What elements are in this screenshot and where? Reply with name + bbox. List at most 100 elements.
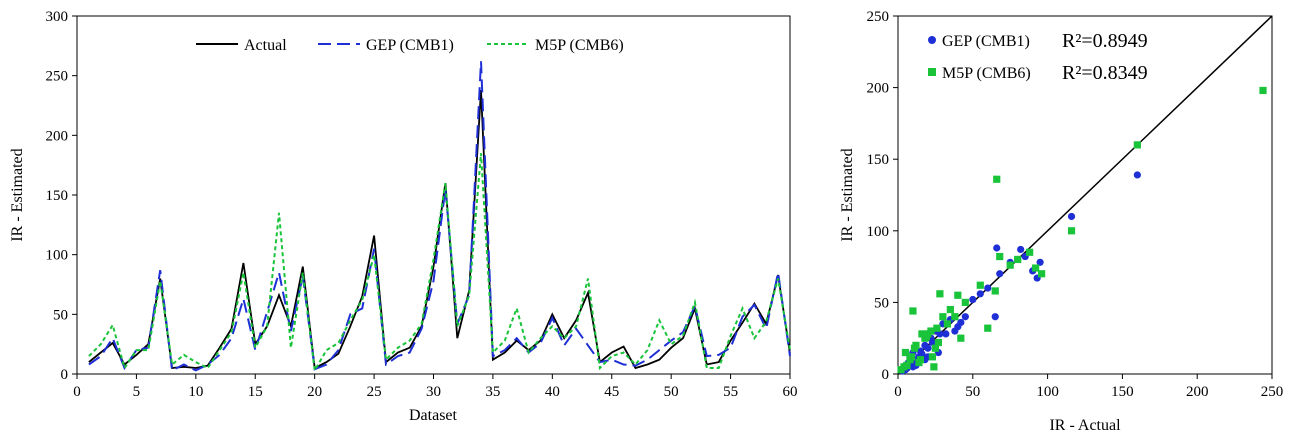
scatter-point-m5p bbox=[909, 307, 917, 315]
scatter-point-gep bbox=[993, 244, 1001, 252]
line-chart-y-tick-label: 300 bbox=[46, 9, 69, 25]
scatter-x-ticks: 0 50 100 150 200 250 bbox=[894, 374, 1283, 400]
scatter-x-tick-label: 200 bbox=[1186, 384, 1209, 400]
scatter-y-tick-label: 200 bbox=[867, 81, 890, 97]
legend-label: GEP (CMB1) bbox=[942, 33, 1030, 50]
line-series-m5p-cmb6 bbox=[88, 153, 791, 374]
legend-label: M5P (CMB6) bbox=[942, 65, 1031, 82]
scatter-point-m5p bbox=[1038, 270, 1046, 278]
scatter-x-tick-label: 250 bbox=[1261, 384, 1284, 400]
scatter-point-m5p bbox=[1006, 261, 1014, 269]
legend-swatch bbox=[928, 68, 936, 76]
scatter-point-m5p bbox=[910, 344, 919, 352]
line-chart-x-tick-label: 15 bbox=[248, 384, 263, 400]
scatter-x-tick-label: 0 bbox=[894, 384, 902, 400]
line-chart-x-tick-label: 0 bbox=[73, 384, 81, 400]
scatter-point-m5p bbox=[984, 324, 992, 332]
scatter-y-tick-label: 100 bbox=[867, 224, 890, 240]
scatter-point-gep bbox=[936, 330, 944, 338]
scatter-x-tick-label: 150 bbox=[1111, 384, 1134, 400]
scatter-reference-line bbox=[897, 15, 1273, 375]
scatter-point-m5p bbox=[1032, 264, 1040, 272]
scatter-point-m5p bbox=[918, 330, 926, 338]
line-chart-x-tick-label: 10 bbox=[188, 384, 203, 400]
line-chart-x-tick-label: 30 bbox=[426, 384, 441, 400]
line-chart-y-tick-label: 250 bbox=[46, 69, 69, 85]
scatter-point-m5p bbox=[957, 334, 965, 342]
line-chart-x-tick-label: 35 bbox=[485, 384, 500, 400]
line-chart-y-tick-label: 50 bbox=[53, 307, 68, 323]
scatter-point-gep bbox=[1133, 171, 1141, 179]
line-chart-x-tick-label: 45 bbox=[604, 384, 619, 400]
scatter-chart-frame bbox=[897, 15, 1273, 375]
scatter-chart: 0 50 100 150 200 250 0 50 100 150 200 250 IR - Act… bbox=[839, 9, 1283, 434]
scatter-point-m5p bbox=[991, 287, 999, 295]
scatter-point-m5p bbox=[993, 175, 1001, 183]
scatter-point-m5p bbox=[922, 333, 931, 341]
legend-label: M5P (CMB6) bbox=[535, 37, 624, 54]
line-chart-x-tick-label: 60 bbox=[783, 384, 798, 400]
scatter-point-gep bbox=[984, 284, 992, 292]
scatter-point-m5p bbox=[930, 363, 938, 371]
scatter-point-m5p bbox=[976, 281, 984, 289]
legend-label: Actual bbox=[244, 37, 287, 54]
line-chart-x-tick-label: 55 bbox=[723, 384, 738, 400]
scatter-point-m5p bbox=[933, 324, 941, 332]
scatter-point-m5p bbox=[939, 313, 947, 321]
scatter-point-gep bbox=[991, 313, 999, 321]
legend-label: GEP (CMB1) bbox=[366, 37, 454, 54]
scatter-point-m5p bbox=[934, 338, 942, 347]
scatter-point-gep bbox=[942, 330, 950, 338]
scatter-y-tick-label: 0 bbox=[882, 367, 890, 383]
scatter-point-m5p bbox=[916, 356, 925, 364]
scatter-point-gep bbox=[918, 350, 926, 358]
scatter-point-gep bbox=[996, 270, 1004, 278]
line-chart-x-tick-label: 40 bbox=[545, 384, 560, 400]
scatter-y-axis-label: IR - Estimated bbox=[839, 148, 856, 241]
line-chart-frame bbox=[76, 15, 791, 375]
line-chart-series bbox=[88, 61, 791, 374]
line-chart-y-tick-label: 150 bbox=[46, 188, 69, 204]
scatter-y-tick-label: 50 bbox=[874, 295, 889, 311]
scatter-points bbox=[897, 86, 1267, 375]
scatter-point-gep bbox=[1017, 245, 1025, 254]
scatter-point-m5p bbox=[961, 298, 969, 306]
scatter-point-gep bbox=[1036, 258, 1044, 266]
scatter-point-m5p bbox=[1259, 86, 1267, 95]
line-chart-y-tick-label: 100 bbox=[46, 248, 69, 264]
line-chart-x-tick-label: 20 bbox=[307, 384, 322, 400]
scatter-point-m5p bbox=[1067, 227, 1076, 235]
line-chart-x-tick-label: 25 bbox=[367, 384, 382, 400]
line-chart-y-tick-label: 0 bbox=[61, 367, 69, 383]
line-series-gep-cmb1 bbox=[88, 61, 791, 372]
scatter-point-m5p bbox=[1133, 141, 1141, 149]
scatter-point-m5p bbox=[1026, 248, 1034, 256]
scatter-point-m5p bbox=[897, 366, 905, 374]
line-chart-x-tick-label: 5 bbox=[133, 384, 141, 400]
scatter-point-m5p bbox=[928, 353, 937, 361]
scatter-point-gep bbox=[976, 290, 984, 298]
line-chart-x-ticks: 0 5 10 15 20 25 30 35 40 45 50 55 60 bbox=[73, 374, 798, 400]
scatter-y-tick-label: 250 bbox=[867, 9, 890, 25]
line-chart-legend: Actual GEP (CMB1) M5P (CMB6) bbox=[196, 37, 624, 54]
line-chart-y-axis-label: IR - Estimated bbox=[9, 148, 26, 241]
legend-r2-label: R²=0.8949 bbox=[1062, 30, 1148, 52]
scatter-point-gep bbox=[951, 327, 959, 335]
scatter-x-axis-label: IR - Actual bbox=[1049, 417, 1121, 434]
line-chart-y-ticks: 0 50 100 150 200 250 300 bbox=[46, 9, 77, 383]
scatter-x-tick-label: 100 bbox=[1036, 384, 1059, 400]
scatter-legend: GEP (CMB1) R²=0.8949 M5P (CMB6) R²=0.8349 bbox=[928, 30, 1148, 84]
legend-r2-label: R²=0.8349 bbox=[1062, 62, 1148, 84]
scatter-point-gep bbox=[961, 313, 969, 321]
legend-swatch bbox=[928, 36, 936, 44]
scatter-point-m5p bbox=[996, 252, 1004, 261]
scatter-point-gep bbox=[924, 344, 932, 352]
scatter-point-m5p bbox=[907, 353, 916, 361]
scatter-point-m5p bbox=[946, 305, 954, 314]
scatter-point-m5p bbox=[1014, 255, 1022, 264]
scatter-point-m5p bbox=[951, 313, 959, 321]
scatter-point-m5p bbox=[936, 290, 944, 298]
scatter-y-ticks: 0 50 100 150 200 250 bbox=[867, 9, 898, 383]
scatter-y-tick-label: 150 bbox=[867, 152, 890, 168]
